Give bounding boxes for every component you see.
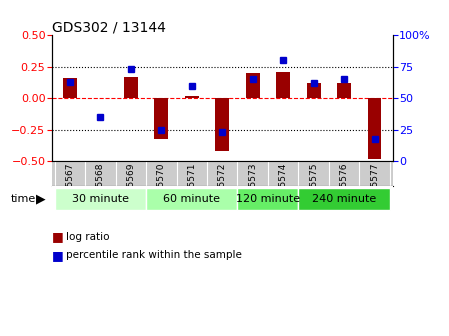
Text: GSM5575: GSM5575 bbox=[309, 163, 318, 206]
Text: GSM5567: GSM5567 bbox=[66, 163, 75, 206]
Text: GSM5571: GSM5571 bbox=[187, 163, 196, 206]
Bar bbox=[124, 78, 138, 98]
Bar bbox=[216, 98, 229, 151]
Text: 120 minute: 120 minute bbox=[236, 194, 300, 204]
Text: GDS302 / 13144: GDS302 / 13144 bbox=[52, 20, 166, 34]
Text: GSM5570: GSM5570 bbox=[157, 163, 166, 206]
Text: GSM5572: GSM5572 bbox=[218, 163, 227, 206]
Bar bbox=[368, 98, 382, 159]
Bar bbox=[276, 73, 290, 98]
Text: GSM5577: GSM5577 bbox=[370, 163, 379, 206]
Text: GSM5576: GSM5576 bbox=[339, 163, 348, 206]
FancyBboxPatch shape bbox=[55, 188, 146, 210]
FancyBboxPatch shape bbox=[146, 188, 238, 210]
Text: GSM5573: GSM5573 bbox=[248, 163, 257, 206]
Bar bbox=[63, 78, 77, 98]
Text: 60 minute: 60 minute bbox=[163, 194, 220, 204]
Bar bbox=[185, 96, 198, 98]
Text: ▶: ▶ bbox=[36, 193, 45, 206]
FancyBboxPatch shape bbox=[299, 188, 390, 210]
Text: percentile rank within the sample: percentile rank within the sample bbox=[66, 250, 242, 260]
Bar bbox=[246, 73, 260, 98]
Text: GSM5574: GSM5574 bbox=[279, 163, 288, 206]
Text: log ratio: log ratio bbox=[66, 232, 110, 242]
Text: 30 minute: 30 minute bbox=[72, 194, 129, 204]
Text: ■: ■ bbox=[52, 249, 63, 262]
Text: ■: ■ bbox=[52, 230, 63, 243]
Bar bbox=[337, 83, 351, 98]
Text: time: time bbox=[11, 194, 36, 204]
Bar bbox=[307, 83, 321, 98]
Bar bbox=[154, 98, 168, 138]
Text: GSM5569: GSM5569 bbox=[126, 163, 135, 206]
Text: 240 minute: 240 minute bbox=[312, 194, 376, 204]
FancyBboxPatch shape bbox=[238, 188, 299, 210]
Text: GSM5568: GSM5568 bbox=[96, 163, 105, 206]
